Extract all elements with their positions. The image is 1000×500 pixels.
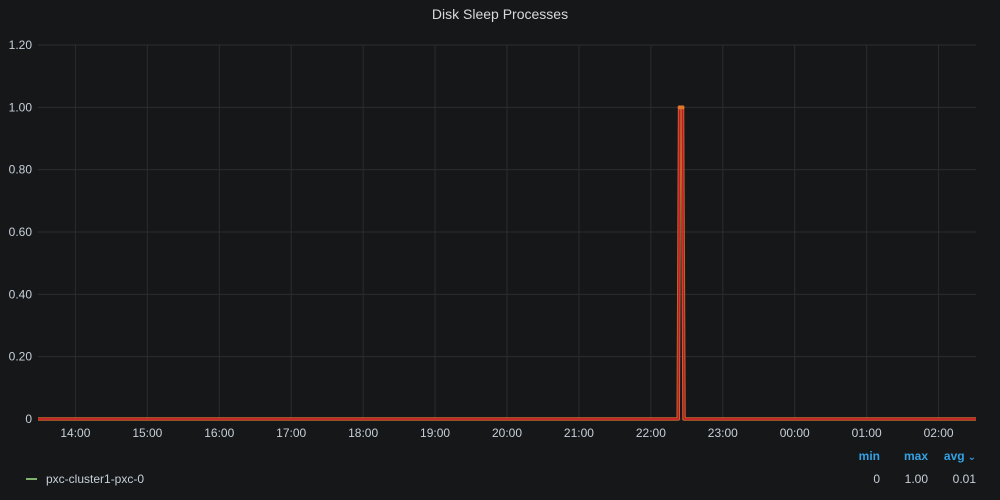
y-tick-label: 0.80	[9, 163, 33, 177]
data-point[interactable]	[680, 105, 685, 110]
x-tick-label: 01:00	[852, 426, 882, 440]
y-tick-label: 1.00	[9, 100, 33, 114]
data-point[interactable]	[677, 105, 682, 110]
legend-headers: min max avg ⌄	[825, 449, 976, 463]
x-tick-label: 00:00	[780, 426, 810, 440]
x-tick-label: 18:00	[348, 426, 378, 440]
legend-series-name[interactable]: pxc-cluster1-pxc-0	[46, 472, 145, 486]
legend-header-avg[interactable]: avg ⌄	[928, 449, 976, 463]
legend-value-min: 0	[873, 472, 880, 486]
chart-canvas[interactable]: 0 0.20 0.40 0.60 0.80 1.00 1.20 14:00 15:00 16:0…	[0, 0, 1000, 444]
x-tick-label: 16:00	[204, 426, 234, 440]
legend-value-max: 1.00	[904, 472, 928, 486]
x-tick-label: 02:00	[924, 426, 954, 440]
x-tick-label: 15:00	[132, 426, 162, 440]
panel-title[interactable]: Disk Sleep Processes	[431, 6, 569, 22]
y-tick-label: 0	[25, 412, 32, 426]
legend-value-avg: 0.01	[952, 472, 976, 486]
grid	[38, 44, 976, 420]
y-tick-label: 0.20	[9, 350, 33, 364]
legend: min max avg ⌄ pxc-cluster1-pxc-0 0 1.00 0…	[0, 444, 1000, 500]
y-tick-label: 0.60	[9, 225, 33, 239]
y-tick-label: 0.40	[9, 287, 33, 301]
x-tick-label: 14:00	[60, 426, 90, 440]
x-tick-label: 19:00	[420, 426, 450, 440]
x-tick-label: 23:00	[708, 426, 738, 440]
x-tick-label: 22:00	[636, 426, 666, 440]
legend-values: 0 1.00 0.01	[825, 472, 976, 486]
legend-row: pxc-cluster1-pxc-0 0 1.00 0.01	[0, 472, 1000, 488]
x-axis: 14:00 15:00 16:00 17:00 18:00 19:00 20:00 21:00…	[60, 426, 954, 440]
legend-header-avg-label: avg	[943, 449, 965, 463]
legend-header-min[interactable]: min	[858, 449, 880, 463]
y-tick-label: 1.20	[9, 38, 33, 52]
legend-header-max[interactable]: max	[903, 449, 928, 463]
x-tick-label: 20:00	[492, 426, 522, 440]
chevron-down-icon: ⌄	[967, 452, 976, 463]
y-axis: 0 0.20 0.40 0.60 0.80 1.00 1.20	[9, 38, 33, 426]
legend-series-swatch[interactable]	[26, 478, 37, 480]
series-layer	[38, 105, 976, 421]
x-tick-label: 17:00	[276, 426, 306, 440]
x-tick-label: 21:00	[564, 426, 594, 440]
